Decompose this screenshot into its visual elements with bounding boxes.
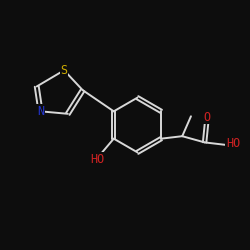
Text: N: N xyxy=(37,105,44,118)
Text: HO: HO xyxy=(226,137,240,150)
Text: O: O xyxy=(203,110,210,124)
Text: S: S xyxy=(60,64,68,77)
Text: HO: HO xyxy=(90,153,105,166)
